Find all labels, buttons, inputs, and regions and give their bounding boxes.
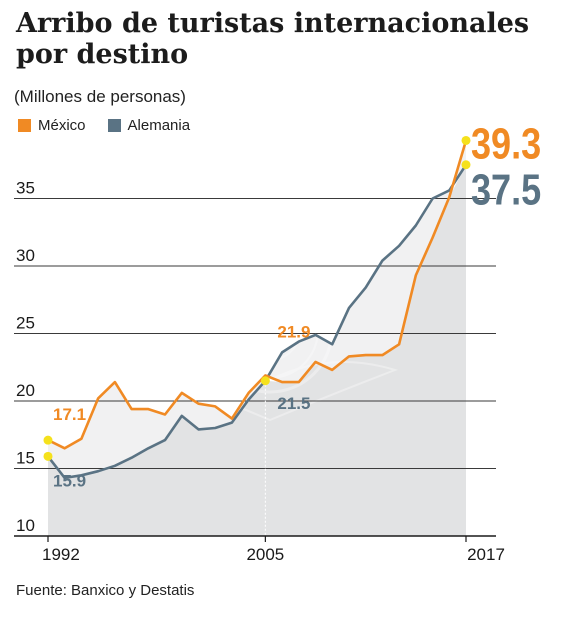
source-note: Fuente: Banxico y Destatis (16, 582, 195, 599)
point-marker-39-3 (461, 135, 471, 145)
y-tick-label-20: 20 (16, 381, 35, 400)
y-tick-label-25: 25 (16, 314, 35, 333)
y-tick-label-30: 30 (16, 246, 35, 265)
legend: México Alemania (18, 117, 212, 134)
x-tick-label-1992: 1992 (42, 545, 80, 564)
legend-label-mexico: México (38, 117, 86, 134)
chart-subtitle: (Millones de personas) (14, 87, 186, 106)
data-label-39-3: 39.3 (471, 119, 541, 168)
series-line-alemania (46, 164, 468, 480)
area-under-series (48, 164, 466, 537)
series-line-mexico (47, 140, 468, 450)
x-tick-label-2017: 2017 (467, 545, 505, 564)
y-tick-label-35: 35 (16, 179, 35, 198)
legend-label-alemania: Alemania (127, 117, 191, 134)
x-tick-label-2005: 2005 (246, 545, 284, 564)
data-label-17-1: 17.1 (53, 405, 86, 424)
y-tick-label-15: 15 (16, 449, 35, 468)
point-marker-15-9 (43, 451, 53, 461)
y-tick-label-10: 10 (16, 516, 35, 535)
point-marker-37-5 (461, 160, 471, 170)
point-marker-21-5 (260, 376, 270, 386)
data-label-15-9: 15.9 (53, 471, 86, 490)
point-marker-17-1 (43, 435, 53, 445)
legend-swatch-mexico (18, 119, 31, 132)
data-label-37-5: 37.5 (471, 165, 541, 214)
legend-item-mexico: México (18, 117, 86, 134)
band-area (48, 140, 466, 478)
data-label-21-5: 21.5 (277, 394, 310, 413)
legend-swatch-alemania (107, 119, 121, 132)
chart-title: Arribo de turistas internacionales por d… (16, 8, 530, 70)
data-label-21-9: 21.9 (277, 322, 310, 341)
legend-item-alemania: Alemania (107, 117, 191, 134)
